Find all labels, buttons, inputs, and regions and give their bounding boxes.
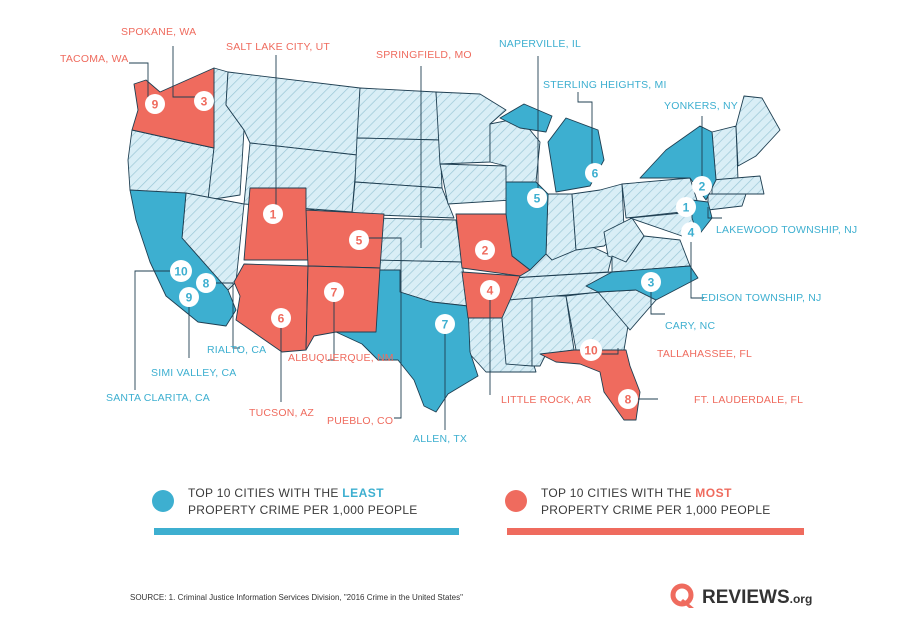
svg-text:6: 6 [278, 312, 285, 326]
svg-text:4: 4 [487, 284, 494, 298]
svg-text:5: 5 [356, 234, 363, 248]
svg-text:9: 9 [152, 98, 159, 112]
marker-edison: 4 [681, 222, 701, 242]
marker-rialto: 8 [196, 273, 216, 293]
city-label-lakewood: LAKEWOOD TOWNSHIP, NJ [716, 224, 858, 236]
svg-text:2: 2 [482, 244, 489, 258]
legend-least-emphasis: LEAST [342, 486, 385, 500]
city-label-tallahassee: TALLAHASSEE, FL [657, 348, 753, 360]
state-colorado [305, 209, 385, 269]
city-label-naperville: NAPERVILLE, IL [499, 38, 581, 50]
legend-most-line2: PROPERTY CRIME PER 1,000 PEOPLE [541, 503, 771, 517]
legend-most-dot [505, 490, 527, 512]
marker-yonkers: 2 [692, 176, 712, 196]
svg-text:3: 3 [648, 276, 655, 290]
city-label-edison: EDISON TOWNSHIP, NJ [701, 292, 822, 304]
svg-text:6: 6 [592, 167, 599, 181]
legend-most-line1-prefix: TOP 10 CITIES WITH THE [541, 486, 696, 500]
state-arizona [233, 263, 309, 353]
svg-text:1: 1 [270, 208, 277, 222]
legend-least-line1-prefix: TOP 10 CITIES WITH THE [188, 486, 343, 500]
city-label-rialto: RIALTO, CA [207, 344, 267, 356]
city-label-spokane: SPOKANE, WA [121, 26, 197, 38]
legend-least-text: TOP 10 CITIES WITH THE LEAST PROPERTY CR… [188, 485, 418, 519]
marker-ft-lauderdale: 8 [618, 389, 638, 409]
svg-text:7: 7 [442, 318, 449, 332]
source-citation: SOURCE: 1. Criminal Justice Information … [130, 593, 463, 602]
legend-least-dot [152, 490, 174, 512]
city-label-salt-lake-city: SALT LAKE CITY, UT [226, 41, 330, 53]
city-label-tacoma: TACOMA, WA [60, 53, 129, 65]
state-indiana [545, 193, 577, 261]
svg-text:8: 8 [203, 277, 210, 291]
state-montana [225, 71, 361, 156]
state-iowa [439, 163, 513, 205]
legend-most-emphasis: MOST [695, 486, 732, 500]
marker-pueblo: 5 [349, 230, 369, 250]
legend-most-text: TOP 10 CITIES WITH THE MOST PROPERTY CRI… [541, 485, 771, 519]
svg-text:2: 2 [699, 180, 706, 194]
marker-allen: 7 [435, 314, 455, 334]
marker-spokane: 3 [194, 91, 214, 111]
state-south-dakota [354, 137, 443, 189]
svg-text:1: 1 [683, 201, 690, 215]
legend-most-bar [507, 528, 804, 535]
marker-tacoma: 9 [145, 94, 165, 114]
svg-text:10: 10 [174, 265, 188, 279]
city-label-simi-valley: SIMI VALLEY, CA [151, 367, 237, 379]
marker-santa-clarita: 10 [170, 260, 192, 282]
city-label-cary: CARY, NC [665, 320, 716, 332]
legend-least-line2: PROPERTY CRIME PER 1,000 PEOPLE [188, 503, 418, 517]
marker-springfield: 2 [475, 240, 495, 260]
state-texas [335, 269, 479, 413]
city-label-allen: ALLEN, TX [413, 433, 468, 445]
state-utah [243, 187, 315, 261]
logo-suffix: .org [789, 592, 813, 606]
city-label-albuquerque: ALBUQUERQUE, NM [288, 352, 394, 364]
state-massachusetts [711, 175, 765, 195]
svg-text:9: 9 [186, 291, 193, 305]
state-maine [735, 95, 781, 167]
marker-tallahassee: 10 [580, 339, 602, 361]
state-connecticut-ri [707, 193, 747, 211]
state-nebraska [351, 181, 455, 219]
marker-tucson: 6 [271, 308, 291, 328]
marker-naperville: 5 [527, 188, 547, 208]
city-label-ft-lauderdale: FT. LAUDERDALE, FL [694, 394, 804, 406]
svg-text:8: 8 [625, 393, 632, 407]
city-label-tucson: TUCSON, AZ [249, 407, 315, 419]
city-label-pueblo: PUEBLO, CO [327, 415, 394, 427]
city-label-little-rock: LITTLE ROCK, AR [501, 394, 592, 406]
legend-least: TOP 10 CITIES WITH THE LEAST PROPERTY CR… [152, 485, 462, 537]
state-florida [539, 349, 641, 421]
city-label-santa-clarita: SANTA CLARITA, CA [106, 392, 210, 404]
marker-sterling-heights: 6 [585, 163, 605, 183]
state-new-mexico [305, 265, 381, 351]
state-michigan-up [499, 103, 553, 133]
city-label-springfield: SPRINGFIELD, MO [376, 49, 472, 61]
marker-simi-valley: 9 [179, 287, 199, 307]
state-washington [131, 67, 215, 149]
svg-text:5: 5 [534, 192, 541, 206]
q-logo-icon [670, 583, 694, 608]
marker-little-rock: 4 [480, 280, 500, 300]
marker-cary: 3 [641, 272, 661, 292]
marker-albuquerque: 7 [324, 282, 344, 302]
svg-text:7: 7 [331, 286, 338, 300]
svg-text:3: 3 [201, 95, 208, 109]
legend-most: TOP 10 CITIES WITH THE MOST PROPERTY CRI… [505, 485, 815, 537]
state-vermont-nh [711, 125, 739, 181]
marker-salt-lake-city: 1 [263, 204, 283, 224]
logo-wordmark: REVIEWS.org [702, 587, 813, 608]
svg-text:10: 10 [584, 344, 598, 358]
state-kansas [371, 217, 463, 263]
state-north-dakota [356, 87, 441, 141]
city-label-sterling-heights: STERLING HEIGHTS, MI [543, 79, 667, 91]
city-label-yonkers: YONKERS, NY [664, 100, 738, 112]
marker-lakewood: 1 [676, 197, 696, 217]
svg-text:4: 4 [688, 226, 695, 240]
legend-least-bar [154, 528, 459, 535]
